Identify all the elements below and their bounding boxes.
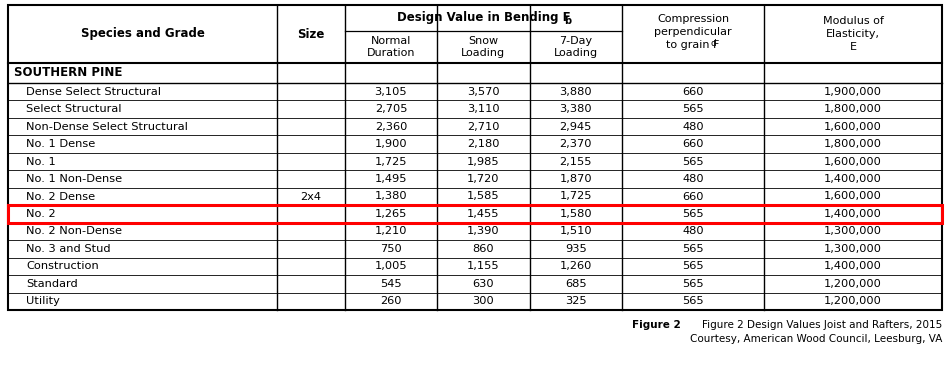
- Text: Utility: Utility: [26, 296, 60, 306]
- Text: 750: 750: [380, 244, 402, 254]
- Text: 1,580: 1,580: [560, 209, 592, 219]
- Text: 2,180: 2,180: [467, 139, 500, 149]
- Text: 325: 325: [565, 296, 587, 306]
- Text: 1,725: 1,725: [560, 192, 592, 202]
- Text: Normal
Duration: Normal Duration: [367, 36, 415, 58]
- Text: 3,110: 3,110: [467, 104, 500, 114]
- Text: No. 2 Dense: No. 2 Dense: [26, 192, 95, 202]
- Text: 1,260: 1,260: [560, 261, 592, 271]
- Text: 1,600,000: 1,600,000: [824, 192, 882, 202]
- Text: 1,155: 1,155: [467, 261, 500, 271]
- Text: Figure 2: Figure 2: [632, 320, 681, 330]
- Text: 1,380: 1,380: [374, 192, 408, 202]
- Text: 1,510: 1,510: [560, 226, 592, 236]
- Text: No. 2 Non-Dense: No. 2 Non-Dense: [26, 226, 122, 236]
- Text: Compression
perpendicular
to grain F: Compression perpendicular to grain F: [655, 14, 732, 50]
- Text: 2,710: 2,710: [467, 122, 500, 132]
- Text: 1,725: 1,725: [374, 157, 408, 166]
- Text: 860: 860: [472, 244, 494, 254]
- Text: Figure 2 Design Values Joist and Rafters, 2015: Figure 2 Design Values Joist and Rafters…: [702, 320, 942, 330]
- Text: 260: 260: [380, 296, 402, 306]
- Text: 660: 660: [682, 87, 704, 97]
- Text: 935: 935: [565, 244, 587, 254]
- Text: 3,380: 3,380: [560, 104, 592, 114]
- Text: 1,300,000: 1,300,000: [824, 226, 882, 236]
- Text: 2,370: 2,370: [560, 139, 592, 149]
- Text: 480: 480: [682, 174, 704, 184]
- Text: 3,880: 3,880: [560, 87, 592, 97]
- Text: Design Value in Bending F: Design Value in Bending F: [396, 11, 570, 24]
- Text: 1,390: 1,390: [467, 226, 500, 236]
- Text: 2,155: 2,155: [560, 157, 592, 166]
- Text: 1,455: 1,455: [467, 209, 500, 219]
- Text: 565: 565: [682, 104, 704, 114]
- Text: Courtesy, American Wood Council, Leesburg, VA: Courtesy, American Wood Council, Leesbur…: [690, 334, 942, 344]
- Bar: [8, 205, 942, 223]
- Text: 685: 685: [565, 279, 587, 289]
- Text: 7-Day
Loading: 7-Day Loading: [554, 36, 598, 58]
- Text: 1,800,000: 1,800,000: [824, 139, 882, 149]
- Text: 1,800,000: 1,800,000: [824, 104, 882, 114]
- Text: No. 1 Non-Dense: No. 1 Non-Dense: [26, 174, 123, 184]
- Text: 1,900,000: 1,900,000: [824, 87, 882, 97]
- Text: 1,720: 1,720: [467, 174, 500, 184]
- Text: 545: 545: [380, 279, 402, 289]
- Text: 1,210: 1,210: [374, 226, 408, 236]
- Text: 1,870: 1,870: [560, 174, 592, 184]
- Text: 565: 565: [682, 244, 704, 254]
- Text: 2,360: 2,360: [374, 122, 408, 132]
- Text: Modulus of
Elasticity,
E: Modulus of Elasticity, E: [823, 16, 884, 52]
- Text: d: d: [711, 40, 716, 48]
- Text: 2,705: 2,705: [374, 104, 408, 114]
- Text: 660: 660: [682, 139, 704, 149]
- Text: Select Structural: Select Structural: [26, 104, 122, 114]
- Text: Non-Dense Select Structural: Non-Dense Select Structural: [26, 122, 188, 132]
- Text: No. 1: No. 1: [26, 157, 56, 166]
- Text: 660: 660: [682, 192, 704, 202]
- Text: 2x4: 2x4: [300, 192, 322, 202]
- Text: 1,300,000: 1,300,000: [824, 244, 882, 254]
- Text: 1,400,000: 1,400,000: [824, 261, 882, 271]
- Text: 1,265: 1,265: [374, 209, 408, 219]
- Text: 3,105: 3,105: [374, 87, 408, 97]
- Text: 565: 565: [682, 279, 704, 289]
- Text: 300: 300: [472, 296, 494, 306]
- Text: No. 3 and Stud: No. 3 and Stud: [26, 244, 110, 254]
- Text: Size: Size: [297, 27, 325, 40]
- Text: Dense Select Structural: Dense Select Structural: [26, 87, 161, 97]
- Text: SOUTHERN PINE: SOUTHERN PINE: [14, 67, 123, 80]
- Text: 565: 565: [682, 296, 704, 306]
- Text: 565: 565: [682, 209, 704, 219]
- Text: 565: 565: [682, 157, 704, 166]
- Text: Standard: Standard: [26, 279, 78, 289]
- Text: 2,945: 2,945: [560, 122, 592, 132]
- Text: 1,200,000: 1,200,000: [824, 296, 882, 306]
- Text: 1,400,000: 1,400,000: [824, 209, 882, 219]
- Text: 480: 480: [682, 122, 704, 132]
- Text: 1,400,000: 1,400,000: [824, 174, 882, 184]
- Text: 630: 630: [472, 279, 494, 289]
- Bar: [8, 5, 942, 310]
- Text: 1,985: 1,985: [467, 157, 500, 166]
- Text: 1,600,000: 1,600,000: [824, 157, 882, 166]
- Text: No. 2: No. 2: [26, 209, 56, 219]
- Text: 3,570: 3,570: [467, 87, 500, 97]
- Text: 565: 565: [682, 261, 704, 271]
- Text: 1,600,000: 1,600,000: [824, 122, 882, 132]
- Text: 1,495: 1,495: [374, 174, 408, 184]
- Text: 1,005: 1,005: [374, 261, 408, 271]
- Text: Species and Grade: Species and Grade: [81, 27, 204, 40]
- Text: 1,585: 1,585: [467, 192, 500, 202]
- Text: 1,200,000: 1,200,000: [824, 279, 882, 289]
- Text: 1,900: 1,900: [374, 139, 408, 149]
- Text: Snow
Loading: Snow Loading: [462, 36, 505, 58]
- Text: b: b: [564, 16, 571, 26]
- Text: 480: 480: [682, 226, 704, 236]
- Text: No. 1 Dense: No. 1 Dense: [26, 139, 95, 149]
- Text: Construction: Construction: [26, 261, 99, 271]
